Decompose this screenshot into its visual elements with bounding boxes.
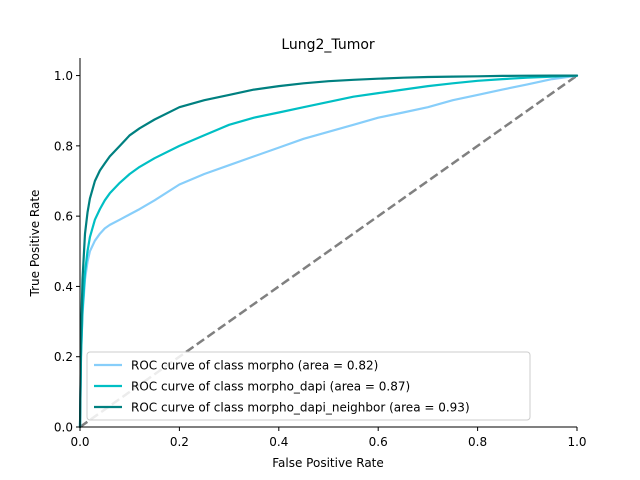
chance-reference-line bbox=[79, 74, 578, 429]
y-axis-label: True Positive Rate bbox=[28, 190, 42, 298]
x-tick-label: 0.6 bbox=[369, 435, 388, 449]
chart-title: Lung2_Tumor bbox=[281, 37, 375, 53]
y-axis-ticks: 0.0 0.2 0.4 0.6 0.8 1.0 bbox=[54, 69, 80, 435]
roc-curve-series-2 bbox=[78, 74, 579, 429]
legend-box bbox=[86, 351, 531, 421]
x-tick-label: 0.0 bbox=[70, 435, 89, 449]
y-tick-label: 0.2 bbox=[54, 350, 73, 364]
x-tick-label: 0.8 bbox=[468, 435, 487, 449]
y-tick-label: 1.0 bbox=[54, 69, 73, 83]
y-tick-label: 0.4 bbox=[54, 280, 73, 294]
y-tick-label: 0.6 bbox=[54, 210, 73, 224]
x-tick-label: 1.0 bbox=[567, 435, 586, 449]
legend: ROC curve of class morpho (area = 0.82) R… bbox=[86, 351, 531, 421]
legend-label-series-1: ROC curve of class morpho (area = 0.82) bbox=[131, 359, 378, 373]
x-axis-label: False Positive Rate bbox=[272, 456, 384, 470]
plot-area bbox=[78, 74, 579, 429]
x-tick-label: 0.2 bbox=[170, 435, 189, 449]
legend-label-series-3: ROC curve of class morpho_dapi_neighbor … bbox=[131, 401, 470, 415]
x-axis-ticks: 0.0 0.2 0.4 0.6 0.8 1.0 bbox=[70, 427, 587, 449]
roc-curve-series-1 bbox=[78, 74, 579, 429]
y-tick-label: 0.8 bbox=[54, 139, 73, 153]
x-tick-label: 0.4 bbox=[269, 435, 288, 449]
legend-label-series-2: ROC curve of class morpho_dapi (area = 0… bbox=[131, 380, 410, 394]
roc-curve-series-3 bbox=[78, 74, 579, 429]
y-tick-label: 0.0 bbox=[54, 421, 73, 435]
